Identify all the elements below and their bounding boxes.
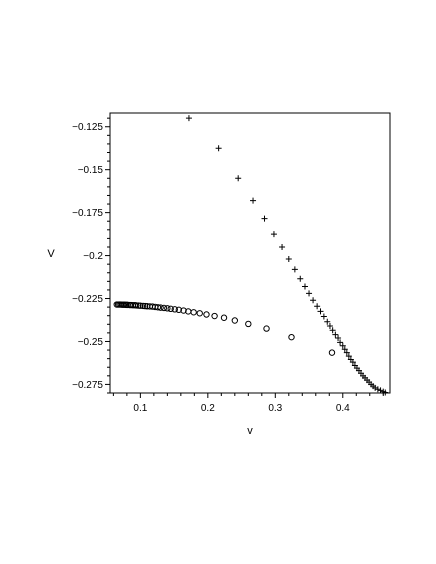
circle-point xyxy=(139,302,147,310)
plus-point xyxy=(314,303,321,310)
plus-point xyxy=(291,266,298,273)
plus-point xyxy=(335,335,342,342)
circle-point xyxy=(196,310,203,317)
plus-point xyxy=(377,387,384,394)
plus-point xyxy=(310,297,317,304)
plus-point xyxy=(320,313,327,320)
plus-point xyxy=(270,231,277,238)
plus-point xyxy=(250,197,257,204)
circle-point xyxy=(160,304,168,312)
circle-point xyxy=(171,306,178,313)
plus-point xyxy=(382,389,389,396)
circle-point xyxy=(190,309,197,316)
plus-point xyxy=(345,353,352,360)
plus-point xyxy=(339,342,346,349)
circle-point xyxy=(113,301,120,308)
circle-point xyxy=(126,301,133,309)
circle-point xyxy=(211,312,218,320)
y-tick-label: −0.125 xyxy=(72,122,103,133)
plus-point xyxy=(317,308,324,315)
circle-point xyxy=(143,303,151,310)
plus-point xyxy=(301,283,308,290)
x-axis-label: v xyxy=(247,425,253,437)
circle-point xyxy=(328,349,336,356)
plus-point xyxy=(285,256,292,263)
circle-point xyxy=(245,320,252,328)
plus-point xyxy=(349,359,356,366)
plus-point xyxy=(374,386,381,393)
circle-point xyxy=(175,306,183,314)
y-axis: −0.125 −0.15 −0.175 −0.2 −0.225 −0.25 −0.275 xyxy=(72,117,110,394)
plus-point xyxy=(326,323,333,330)
plot-frame xyxy=(109,112,391,394)
plus-point xyxy=(261,215,268,222)
circle-point xyxy=(180,307,187,314)
circle-point xyxy=(203,311,210,318)
circle-point xyxy=(263,325,270,332)
plus-point xyxy=(279,243,286,250)
plus-point xyxy=(297,275,304,282)
plus-point xyxy=(235,175,242,182)
circle-point xyxy=(220,314,228,321)
x-tick-label: 0.2 xyxy=(201,403,215,414)
x-axis: 0.1 0.2 0.3 0.4 xyxy=(112,393,384,414)
plus-point xyxy=(324,318,331,325)
plus-point xyxy=(372,384,379,391)
plus-point xyxy=(341,346,348,353)
circle-point xyxy=(164,305,171,312)
circle-point xyxy=(167,305,174,313)
x-tick-label: 0.3 xyxy=(268,403,282,414)
plus-point xyxy=(306,290,313,297)
y-axis-label: V xyxy=(47,248,55,260)
circle-point xyxy=(185,308,192,315)
circle-point xyxy=(288,333,295,341)
circle-point xyxy=(231,317,239,324)
y-tick-label: −0.175 xyxy=(72,208,103,219)
y-tick-label: −0.275 xyxy=(72,380,103,391)
series-circle-markers xyxy=(113,301,336,356)
circle-point xyxy=(146,303,154,310)
plus-point xyxy=(337,339,344,346)
y-tick-label: −0.225 xyxy=(72,294,103,305)
plus-point xyxy=(329,327,336,334)
plus-point xyxy=(185,115,192,122)
plus-point xyxy=(215,145,222,152)
x-tick-label: 0.1 xyxy=(133,403,147,414)
y-tick-label: −0.2 xyxy=(83,251,103,262)
circle-point xyxy=(141,302,149,310)
plus-point xyxy=(332,331,339,338)
y-tick-label: −0.25 xyxy=(78,337,104,348)
data-points xyxy=(113,115,389,396)
x-tick-label: 0.4 xyxy=(336,403,350,414)
y-tick-label: −0.15 xyxy=(78,165,104,176)
series-plus-markers xyxy=(185,115,389,396)
plus-point xyxy=(343,349,350,356)
